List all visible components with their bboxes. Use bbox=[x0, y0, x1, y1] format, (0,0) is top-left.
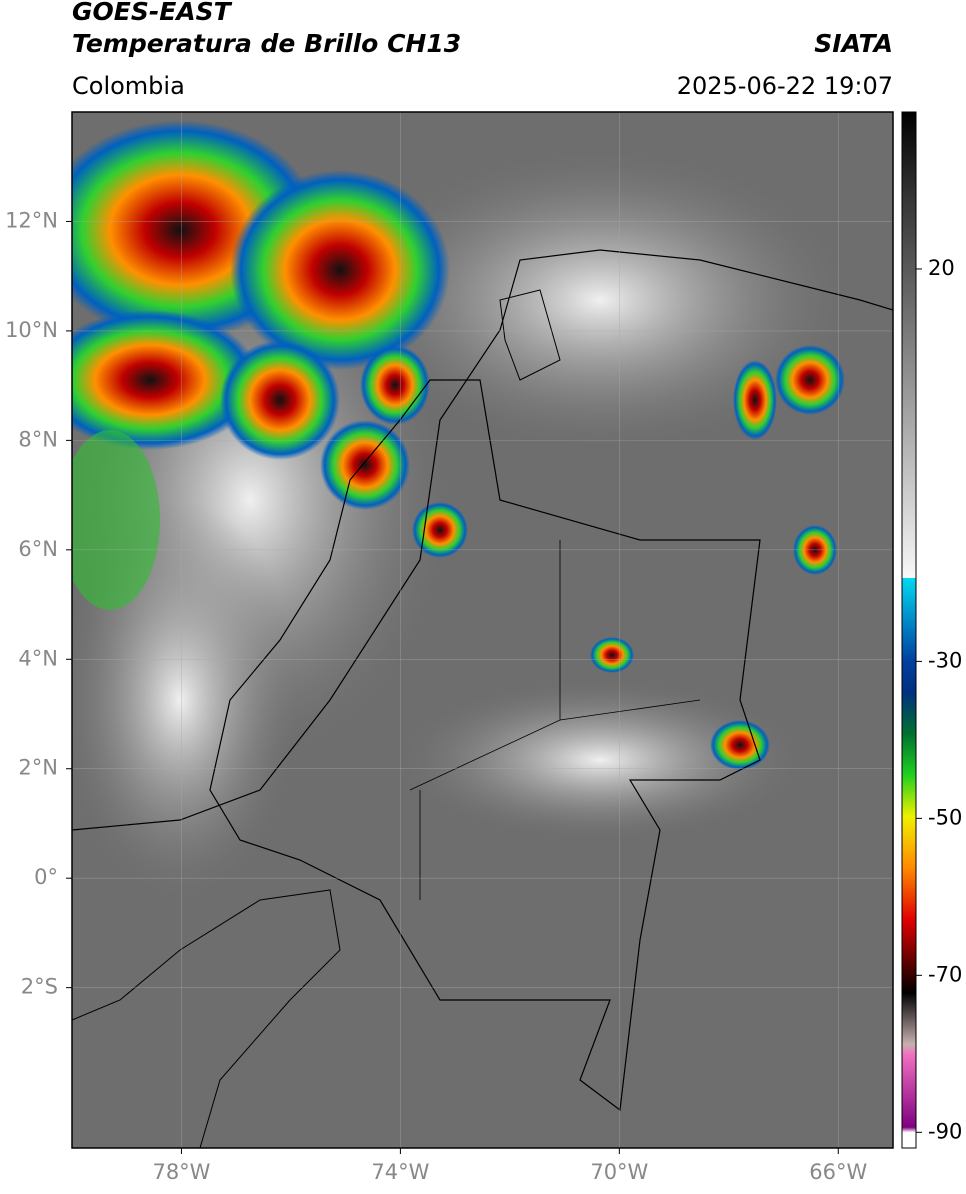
colorbar-tick-label: -70 bbox=[928, 962, 962, 986]
y-tick-label: 4°N bbox=[18, 646, 58, 670]
colorbar-tick-label: -30 bbox=[928, 648, 962, 672]
satellite-image bbox=[72, 112, 893, 1148]
y-tick-label: 6°N bbox=[18, 537, 58, 561]
datetime: 2025-06-22 19:07 bbox=[677, 72, 893, 100]
satellite: GOES-EAST bbox=[72, 0, 233, 26]
colorbar-tick-label: 20 bbox=[928, 256, 955, 280]
x-tick-label: 78°W bbox=[152, 1160, 210, 1184]
source: SIATA bbox=[814, 29, 893, 58]
x-tick-label: 70°W bbox=[590, 1160, 648, 1184]
y-tick-label: 0° bbox=[34, 865, 58, 889]
x-tick-label: 74°W bbox=[371, 1160, 429, 1184]
y-tick-label: 2°S bbox=[21, 975, 58, 999]
y-tick-label: 12°N bbox=[5, 208, 58, 232]
colorbar-tick-label: -50 bbox=[928, 805, 962, 829]
y-tick-label: 8°N bbox=[18, 427, 58, 451]
product: Temperatura de Brillo CH13 bbox=[72, 29, 461, 58]
colorbar bbox=[901, 111, 917, 1149]
region: Colombia bbox=[72, 72, 185, 100]
x-tick-label: 66°W bbox=[809, 1160, 867, 1184]
y-tick-label: 10°N bbox=[5, 318, 58, 342]
y-tick-label: 2°N bbox=[18, 756, 58, 780]
colorbar-tick-label: -90 bbox=[928, 1119, 962, 1143]
map-frame bbox=[71, 111, 894, 1149]
